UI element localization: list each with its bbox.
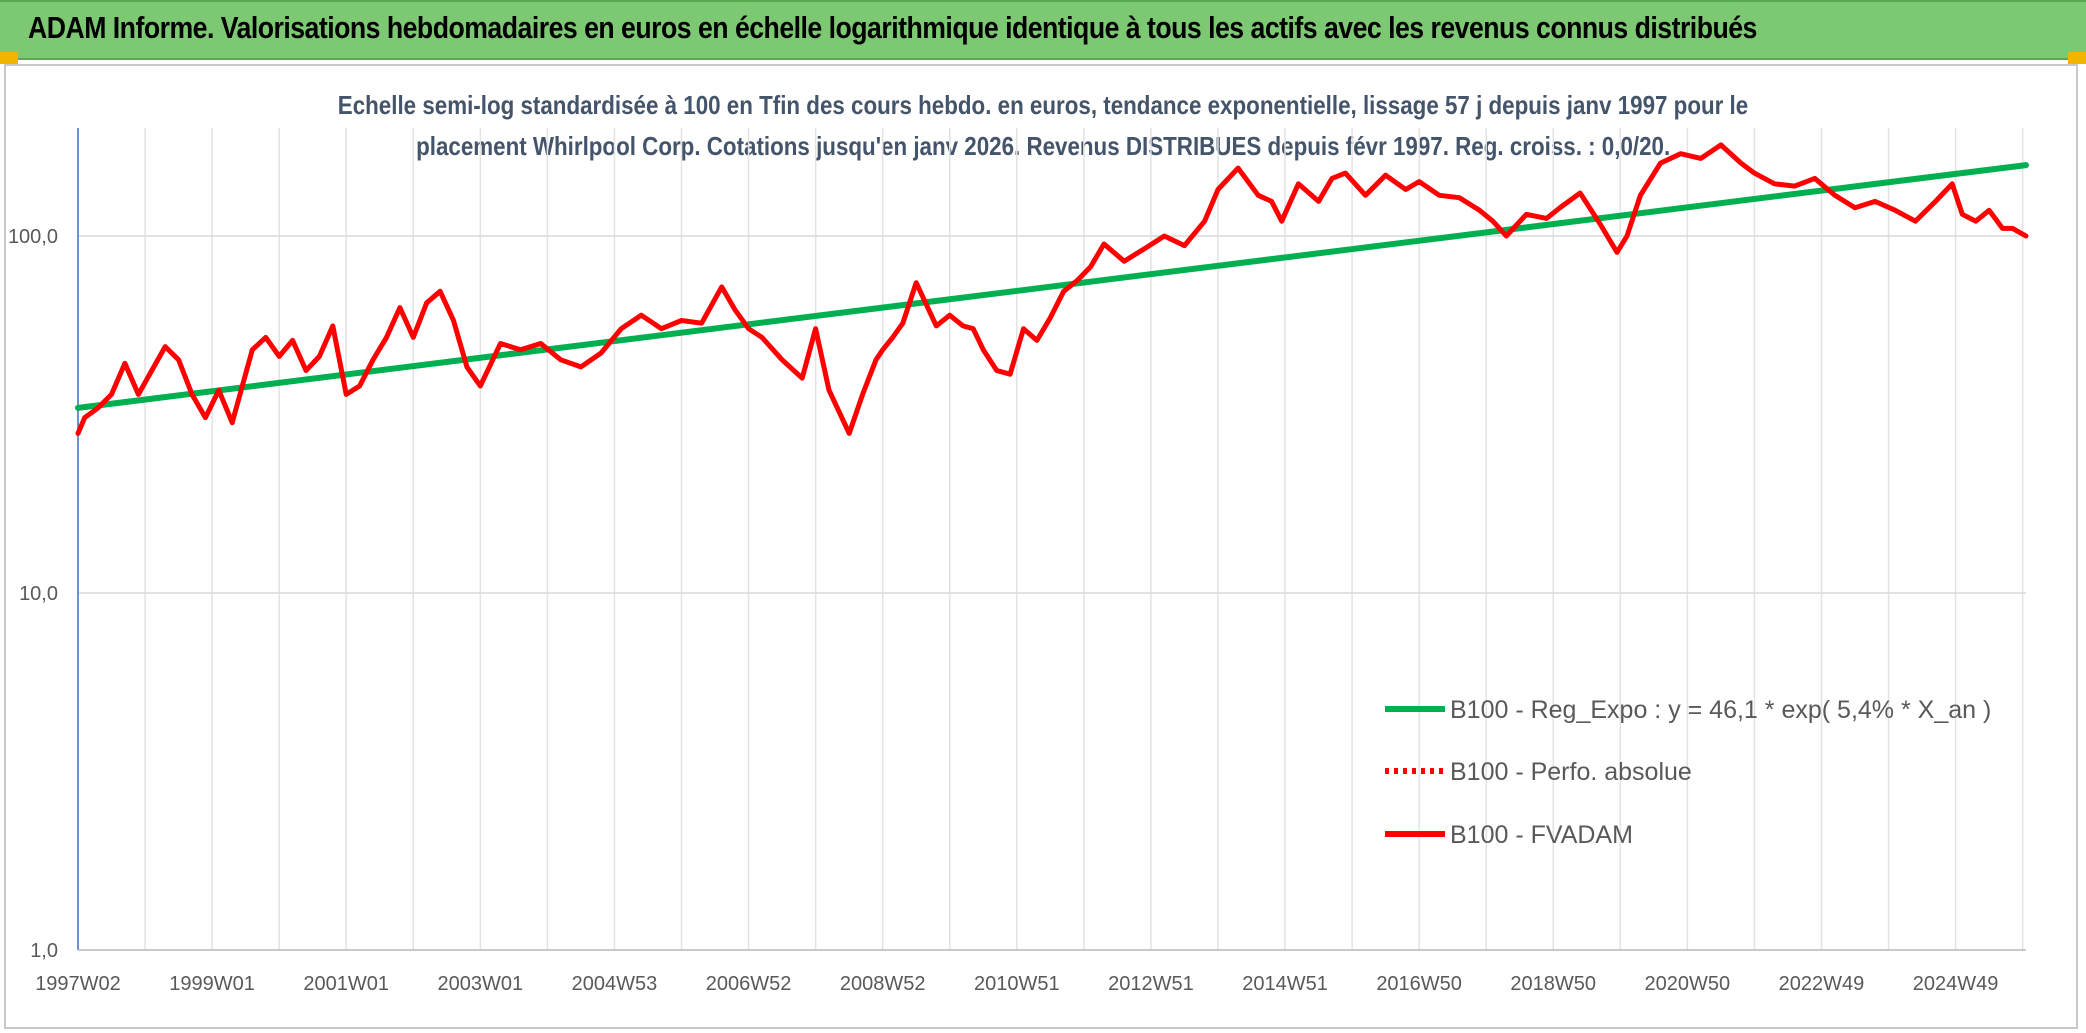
x-tick-label: 2012W51	[1108, 973, 1194, 995]
y-tick-label: 100,0	[8, 226, 58, 248]
grid-lines	[77, 128, 2026, 951]
series-lines	[75, 142, 2029, 436]
axes	[77, 128, 2026, 951]
legend: B100 - Reg_Expo : y = 46,1 * exp( 5,4% *…	[1385, 696, 1991, 849]
y-tick-label: 1,0	[30, 940, 58, 962]
x-tick-label: 2003W01	[438, 973, 524, 995]
series-line-2	[75, 142, 2029, 436]
series-line-0	[75, 162, 2029, 411]
y-tick-label: 10,0	[19, 583, 58, 605]
chart-title-line-2: placement Whirlpool Corp. Cotations jusq…	[415, 131, 1671, 161]
chart-title-line-1: Echelle semi-log standardisée à 100 en T…	[337, 90, 1749, 120]
legend-label-1: B100 - Perfo. absolue	[1450, 758, 1692, 786]
x-tick-label: 2004W53	[572, 973, 658, 995]
x-tick-label: 2024W49	[1913, 973, 1999, 995]
x-tick-label: 1999W01	[169, 973, 255, 995]
x-tick-label: 2008W52	[840, 973, 926, 995]
corner-marker-right	[2068, 52, 2086, 64]
x-tick-label: 2022W49	[1779, 973, 1865, 995]
header-banner: ADAM Informe. Valorisations hebdomadaire…	[0, 0, 2086, 60]
x-tick-label: 2001W01	[303, 973, 389, 995]
x-tick-label: 1997W02	[35, 973, 121, 995]
x-tick-label: 2014W51	[1242, 973, 1328, 995]
chart-frame	[4, 64, 2078, 1029]
x-tick-label: 2010W51	[974, 973, 1060, 995]
corner-marker-left	[0, 52, 18, 64]
x-tick-label: 2006W52	[706, 973, 792, 995]
page-title: ADAM Informe. Valorisations hebdomadaire…	[28, 10, 1757, 45]
x-tick-label: 2020W50	[1645, 973, 1731, 995]
legend-label-0: B100 - Reg_Expo : y = 46,1 * exp( 5,4% *…	[1450, 696, 1991, 724]
legend-label-2: B100 - FVADAM	[1450, 821, 1633, 849]
tick-labels: 1997W02 1999W01 2001W01 2003W01 2004W53 2006W…	[8, 226, 1998, 995]
x-tick-label: 2016W50	[1376, 973, 1462, 995]
x-tick-label: 2018W50	[1510, 973, 1596, 995]
